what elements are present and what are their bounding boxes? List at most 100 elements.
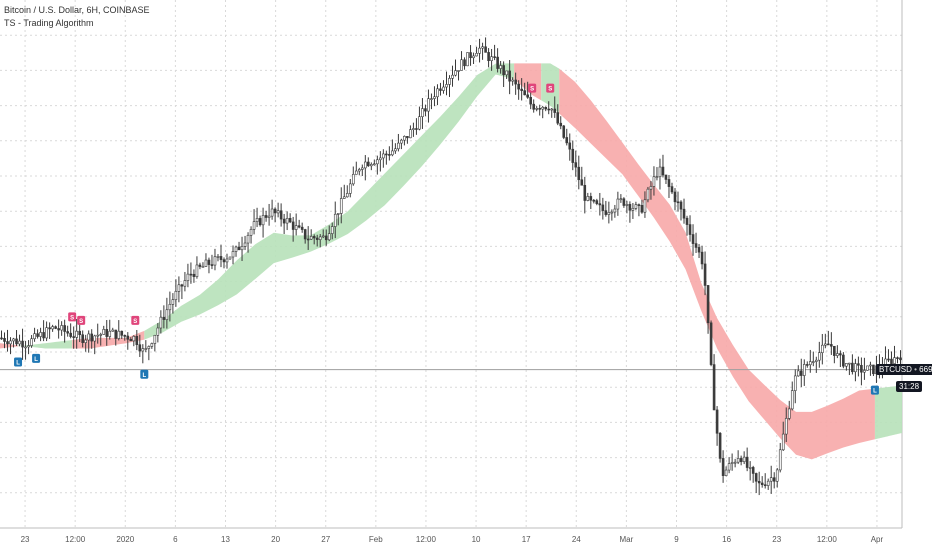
candle-body xyxy=(276,210,280,214)
countdown-label: 31:28 xyxy=(896,381,923,392)
candle-body xyxy=(793,375,797,391)
candle-body xyxy=(189,273,193,276)
candle-body xyxy=(598,203,602,206)
candle-body xyxy=(60,325,63,331)
candle-body xyxy=(117,330,121,339)
candle-body xyxy=(42,332,45,339)
candle-body xyxy=(27,345,30,348)
candle-body xyxy=(808,361,812,366)
candle-body xyxy=(318,236,322,240)
candle-body xyxy=(700,251,704,265)
candle-body xyxy=(484,46,487,53)
long-signal-marker xyxy=(32,353,41,363)
candle-body xyxy=(177,284,181,292)
indicator-title: TS - Trading Algorithm xyxy=(4,18,94,28)
candle-body xyxy=(294,225,298,230)
candle-body xyxy=(688,224,692,235)
candle-body xyxy=(192,273,196,277)
candle-body xyxy=(869,364,872,367)
candle-body xyxy=(661,166,665,176)
candle-body xyxy=(451,74,454,79)
candle-body xyxy=(415,128,418,130)
candle-body xyxy=(33,333,36,340)
candle-body xyxy=(93,335,97,342)
candle-body xyxy=(652,176,656,187)
x-tick-label: Feb xyxy=(369,535,383,544)
candle-body xyxy=(805,364,809,366)
candle-body xyxy=(604,210,608,215)
signal-label: S xyxy=(133,319,137,325)
candle-body xyxy=(568,142,572,150)
candle-body xyxy=(514,79,517,85)
short-signal-marker xyxy=(77,315,86,325)
candle-body xyxy=(0,337,3,340)
candle-body xyxy=(430,98,433,100)
candle-body xyxy=(706,285,710,324)
candle-body xyxy=(264,215,268,218)
candle-body xyxy=(243,242,247,247)
candle-body xyxy=(364,161,367,169)
candle-body xyxy=(616,198,620,210)
candle-body xyxy=(129,339,133,342)
candle-body xyxy=(273,208,277,214)
x-tick-label: 12:00 xyxy=(817,535,838,544)
candle-body xyxy=(72,336,75,338)
candle-body xyxy=(736,458,740,463)
candle-body xyxy=(890,358,893,364)
candle-body xyxy=(30,338,33,346)
candle-body xyxy=(815,359,818,362)
candle-body xyxy=(508,70,511,82)
candle-body xyxy=(388,154,391,156)
symbol-title: Bitcoin / U.S. Dollar, 6H, COINBASE xyxy=(4,5,150,15)
candle-body xyxy=(535,108,538,110)
candle-body xyxy=(860,364,863,373)
candle-body xyxy=(481,46,484,49)
candle-body xyxy=(270,208,274,217)
candle-body xyxy=(487,52,490,61)
candle-body xyxy=(222,259,226,263)
candle-body xyxy=(45,327,48,339)
candle-body xyxy=(291,221,295,230)
candle-body xyxy=(123,335,127,337)
candle-body xyxy=(580,179,584,186)
candle-body xyxy=(562,125,566,138)
candle-body xyxy=(709,322,713,365)
candle-body xyxy=(309,236,313,240)
candle-body xyxy=(565,137,569,144)
price-symbol: BTCUSD xyxy=(879,365,912,374)
candle-body xyxy=(866,365,869,371)
candle-body xyxy=(282,218,286,224)
signal-label: S xyxy=(70,315,74,321)
candle-body xyxy=(836,353,839,356)
candle-body xyxy=(99,334,103,336)
candle-body xyxy=(863,370,866,373)
candle-body xyxy=(739,458,743,463)
candle-body xyxy=(643,199,647,213)
candle-body xyxy=(842,354,845,367)
candle-body xyxy=(601,204,605,211)
long-signal-marker xyxy=(140,369,149,379)
short-signal-marker xyxy=(131,315,140,325)
candle-body xyxy=(126,335,130,340)
candle-body xyxy=(9,340,12,345)
candle-body xyxy=(87,333,90,341)
candle-body xyxy=(577,166,581,181)
short-signal-marker xyxy=(546,83,555,93)
candle-body xyxy=(896,357,899,359)
candle-body xyxy=(448,78,451,85)
candle-body xyxy=(574,162,578,168)
x-tick-label: 9 xyxy=(674,535,679,544)
candle-body xyxy=(790,390,794,410)
candle-body xyxy=(261,215,265,226)
candle-body xyxy=(571,148,575,163)
candle-body xyxy=(324,235,328,241)
price-label: BTCUSD • 6695.00 xyxy=(876,364,932,375)
candle-body xyxy=(18,340,21,345)
candle-body xyxy=(102,329,106,335)
candle-body xyxy=(634,204,638,209)
x-tick-label: 16 xyxy=(722,535,731,544)
candle-body xyxy=(285,218,289,224)
candle-body xyxy=(351,174,355,185)
candle-body xyxy=(796,370,800,377)
candle-body xyxy=(333,213,337,227)
